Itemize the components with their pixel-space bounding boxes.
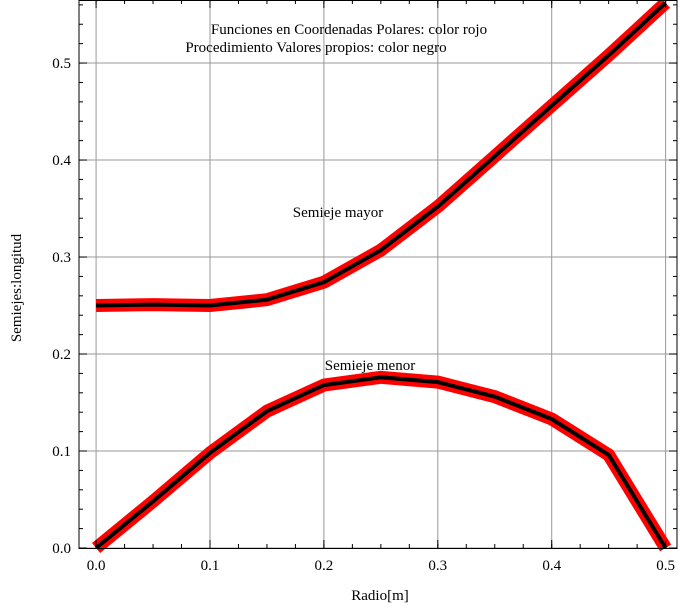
y-tick-label: 0.1 — [52, 444, 71, 460]
y-tick-label: 0.0 — [52, 541, 71, 557]
tick-labels: 0.0 0.1 0.2 0.3 0.4 0.5 0.0 0.1 0.2 0.3 0.4 0.5 — [52, 56, 675, 574]
ticks — [79, 0, 677, 549]
x-tick-label: 0.1 — [201, 558, 220, 574]
series-lines — [91, 0, 672, 554]
x-tick-label: 0.0 — [87, 558, 106, 574]
annotation-semieje-mayor: Semieje mayor — [293, 205, 383, 221]
x-axis-title: Radio[m] — [351, 588, 409, 604]
y-tick-label: 0.2 — [52, 347, 71, 363]
black-series-line-1 — [96, 1, 667, 308]
x-tick-label: 0.2 — [315, 558, 334, 574]
black-series-line-3 — [94, 375, 668, 550]
x-tick-label: 0.4 — [542, 558, 561, 574]
y-axis-title: Semiejes:longitud — [9, 233, 25, 342]
plot-frame — [78, 0, 678, 549]
x-tick-label: 0.5 — [656, 558, 675, 574]
legend-line-1: Funciones en Coordenadas Polares: color … — [211, 22, 487, 38]
y-tick-label: 0.3 — [52, 250, 71, 266]
y-tick-label: 0.5 — [52, 56, 71, 72]
legend-line-2: Procedimiento Valores propios: color neg… — [185, 40, 446, 56]
annotation-semieje-menor: Semieje menor — [325, 358, 415, 374]
y-tick-label: 0.4 — [52, 153, 71, 169]
red-series-line-2 — [91, 370, 672, 554]
x-tick-label: 0.3 — [428, 558, 447, 574]
grid — [79, 0, 677, 549]
